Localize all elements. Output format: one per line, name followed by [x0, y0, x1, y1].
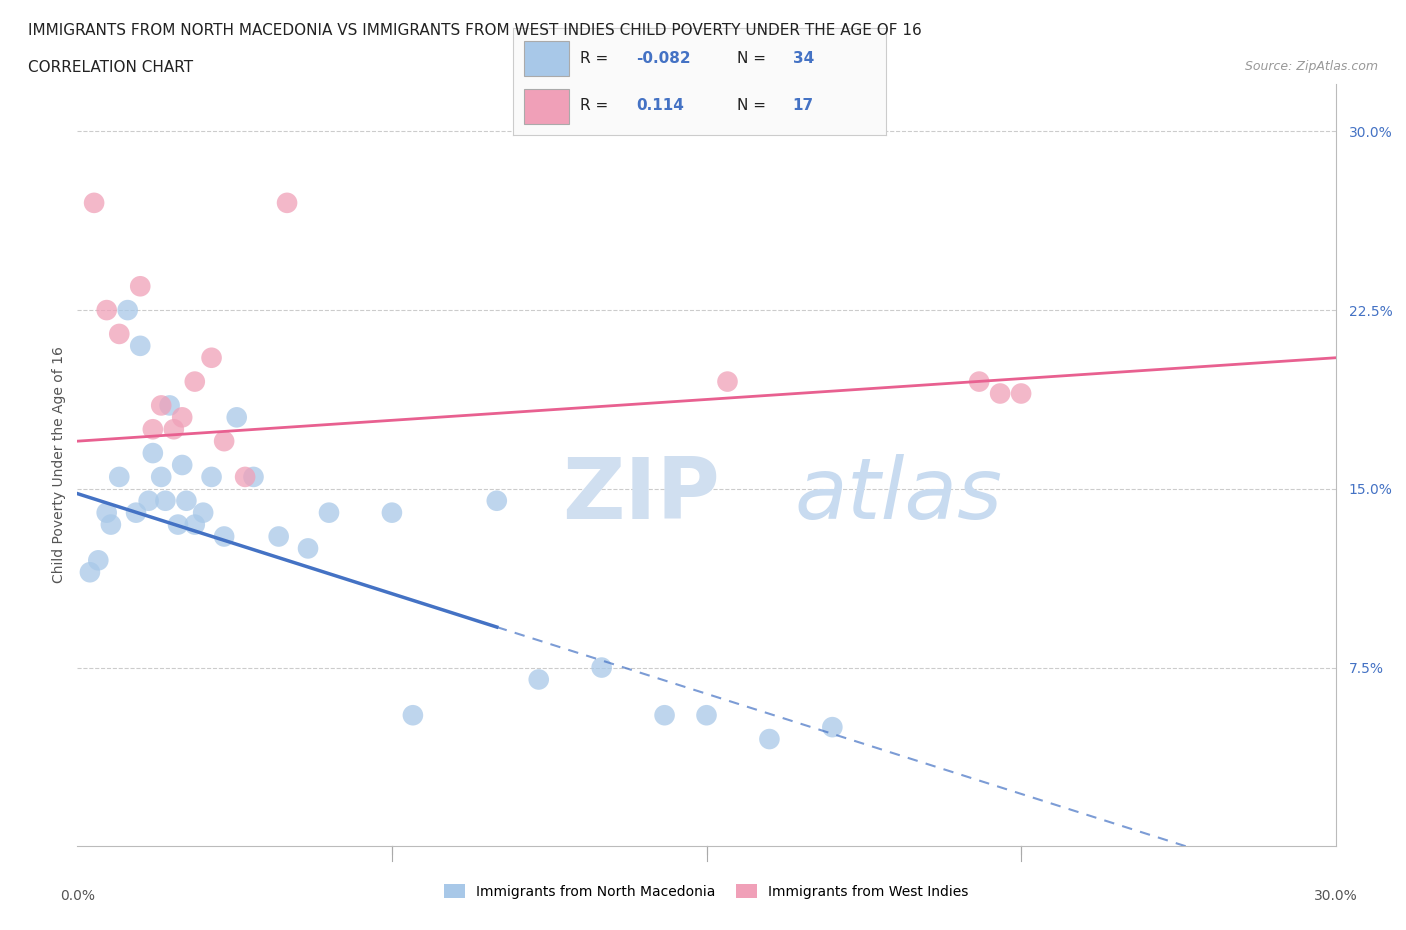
Point — [242, 470, 264, 485]
Point — [758, 732, 780, 747]
Point — [967, 374, 990, 389]
Text: Source: ZipAtlas.com: Source: ZipAtlas.com — [1244, 60, 1378, 73]
Text: 0.0%: 0.0% — [60, 889, 94, 903]
Point — [108, 470, 131, 485]
Point — [212, 433, 235, 448]
Point — [142, 422, 165, 437]
Point — [172, 410, 194, 425]
Text: N =: N = — [737, 99, 770, 113]
Point — [191, 505, 215, 520]
Point — [79, 565, 101, 579]
Point — [83, 195, 105, 210]
Y-axis label: Child Poverty Under the Age of 16: Child Poverty Under the Age of 16 — [52, 347, 66, 583]
Point — [129, 339, 152, 353]
Text: N =: N = — [737, 51, 770, 66]
Text: ZIP: ZIP — [562, 454, 720, 537]
Text: CORRELATION CHART: CORRELATION CHART — [28, 60, 193, 75]
Text: -0.082: -0.082 — [636, 51, 690, 66]
Text: R =: R = — [581, 99, 613, 113]
Point — [381, 505, 404, 520]
Text: 34: 34 — [793, 51, 814, 66]
Point — [172, 458, 194, 472]
Point — [163, 422, 186, 437]
Point — [100, 517, 122, 532]
Point — [297, 541, 319, 556]
Point — [117, 302, 139, 317]
Point — [176, 493, 198, 508]
Point — [150, 470, 173, 485]
Point — [402, 708, 425, 723]
Point — [716, 374, 738, 389]
Point — [155, 493, 177, 508]
Point — [821, 720, 844, 735]
Point — [233, 470, 256, 485]
Point — [591, 660, 613, 675]
Text: 0.114: 0.114 — [636, 99, 685, 113]
Point — [167, 517, 190, 532]
Point — [150, 398, 173, 413]
Point — [527, 672, 550, 687]
Point — [184, 517, 207, 532]
Point — [212, 529, 235, 544]
Text: IMMIGRANTS FROM NORTH MACEDONIA VS IMMIGRANTS FROM WEST INDIES CHILD POVERTY UND: IMMIGRANTS FROM NORTH MACEDONIA VS IMMIG… — [28, 23, 922, 38]
Point — [87, 552, 110, 567]
Point — [200, 470, 222, 485]
Point — [276, 195, 298, 210]
Point — [654, 708, 676, 723]
Point — [142, 445, 165, 460]
Text: R =: R = — [581, 51, 613, 66]
Point — [129, 279, 152, 294]
Point — [108, 326, 131, 341]
Point — [184, 374, 207, 389]
Point — [318, 505, 340, 520]
Point — [96, 505, 118, 520]
Bar — [524, 41, 569, 76]
Text: atlas: atlas — [794, 454, 1002, 537]
Text: 30.0%: 30.0% — [1313, 889, 1358, 903]
Point — [225, 410, 247, 425]
Point — [96, 302, 118, 317]
Legend: Immigrants from North Macedonia, Immigrants from West Indies: Immigrants from North Macedonia, Immigra… — [439, 878, 974, 904]
Point — [125, 505, 148, 520]
Point — [159, 398, 181, 413]
Point — [696, 708, 718, 723]
Point — [988, 386, 1011, 401]
Bar — [524, 89, 569, 125]
Point — [485, 493, 508, 508]
Point — [1010, 386, 1032, 401]
Text: 17: 17 — [793, 99, 814, 113]
Point — [200, 351, 222, 365]
Point — [138, 493, 160, 508]
Point — [267, 529, 290, 544]
